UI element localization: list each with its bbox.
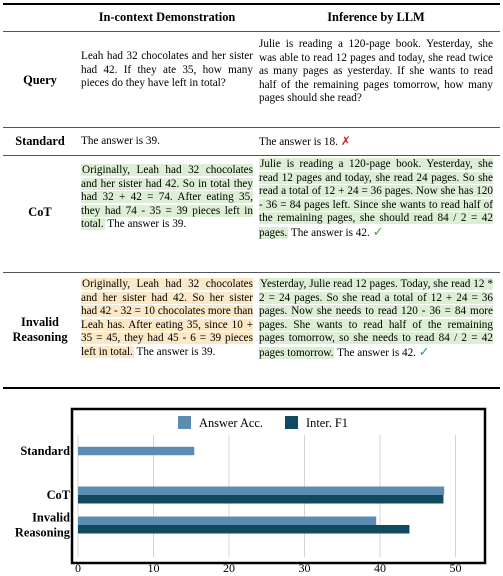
invalid-inference-answer: The answer is 42.: [334, 346, 416, 359]
check-mark-icon: ✓: [372, 224, 384, 240]
chart-legend: Answer Acc. Inter. F1: [178, 416, 348, 430]
query-inference-text: Julie is reading a 120-page book. Yester…: [259, 38, 493, 105]
x-tick-label-0: 0: [75, 561, 81, 575]
col-header-demo: In-context Demonstration: [98, 10, 236, 24]
query-demo-text: Leah had 32 chocolates and her sister ha…: [81, 50, 253, 90]
cot-inference-highlight: Julie is reading a 120-page book. Yester…: [259, 158, 493, 239]
row-label-line2: Reasoning: [12, 330, 68, 344]
cross-mark-icon: ✗: [340, 134, 351, 148]
chart-bars: [78, 446, 445, 534]
legend-swatch-1: [285, 416, 298, 429]
row-label-line1: Invalid: [21, 315, 59, 329]
category-label-1-0: CoT: [47, 488, 71, 502]
category-label-0-0: Standard: [20, 444, 70, 458]
bar-cot-1: [78, 495, 444, 504]
invalid-demo: Originally, Leah had 32 chocolates and h…: [81, 278, 253, 360]
row-rule-2: [3, 155, 500, 156]
row-label-cot: CoT: [28, 205, 52, 219]
table-bottom-rule: [3, 387, 500, 389]
x-tick-label-10: 10: [148, 561, 160, 575]
legend-label-0: Answer Acc.: [199, 416, 263, 430]
cot-demo-answer: The answer is 39.: [104, 218, 187, 231]
category-label-2-1: Reasoning: [15, 526, 71, 540]
x-tick-label-20: 20: [223, 561, 235, 575]
legend-label-1: Inter. F1: [306, 416, 348, 430]
bar-invalid-reasoning-0: [78, 516, 377, 525]
bar-cot-0: [78, 486, 445, 495]
cot-inference: Julie is reading a 120-page book. Yester…: [259, 158, 493, 241]
row-label-standard: Standard: [15, 134, 65, 148]
x-tick-label-40: 40: [374, 561, 386, 575]
row-label-invalid-reasoning: Invalid Reasoning: [3, 315, 77, 345]
bar-invalid-reasoning-1: [78, 525, 410, 534]
cot-inference-answer: The answer is 42.: [288, 226, 370, 239]
header-rule: [3, 31, 500, 32]
legend-swatch-0: [178, 416, 191, 429]
row-label-query: Query: [23, 73, 57, 87]
check-mark-icon-2: ✓: [418, 344, 430, 360]
standard-inference-text: The answer is 18.: [259, 136, 338, 148]
cot-demo: Originally, Leah had 32 chocolates and h…: [81, 164, 253, 232]
invalid-inference: Yesterday, Julie read 12 pages. Today, s…: [259, 278, 493, 361]
x-tick-label-50: 50: [450, 561, 462, 575]
bar-standard-0: [78, 446, 195, 456]
chart-frame: [70, 407, 487, 565]
col-header-inference: Inference by LLM: [327, 10, 425, 24]
row-rule-1: [3, 127, 500, 128]
x-tick-label-30: 30: [299, 561, 311, 575]
standard-inference: The answer is 18. ✗: [259, 134, 493, 150]
standard-demo-text: The answer is 39.: [81, 135, 160, 147]
invalid-demo-answer: The answer is 39.: [133, 345, 216, 358]
table-top-rule: [3, 3, 500, 5]
row-rule-3: [3, 272, 500, 273]
chart-x-ticks: 0 10 20 30 40 50: [75, 561, 462, 575]
category-label-2-0: Invalid: [32, 511, 70, 525]
